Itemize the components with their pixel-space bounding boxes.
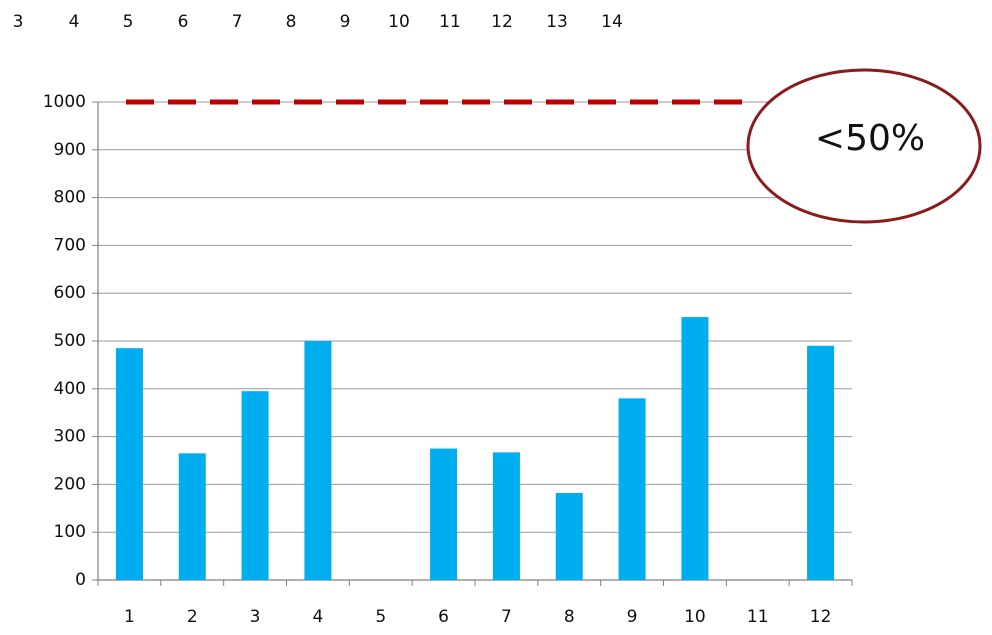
bar-2 — [178, 453, 206, 580]
bar-12 — [807, 345, 835, 580]
y-tick-label: 800 — [54, 188, 86, 208]
x-tick-label: 6 — [438, 607, 449, 627]
x-tick-label: 5 — [375, 607, 386, 627]
bar-9 — [618, 398, 646, 580]
x-tick-label: 1 — [124, 607, 135, 627]
x-tick-label: 12 — [810, 607, 832, 627]
x-tick-label: 9 — [627, 607, 638, 627]
top-strip-label: 7 — [232, 12, 243, 32]
bar-7 — [492, 452, 520, 580]
top-strip-label: 9 — [340, 12, 351, 32]
bar-6 — [430, 448, 458, 580]
x-tick-label: 2 — [187, 607, 198, 627]
bar-8 — [555, 493, 583, 580]
x-tick-label: 8 — [564, 607, 575, 627]
x-tick-label: 7 — [501, 607, 512, 627]
top-strip-label: 6 — [178, 12, 189, 32]
y-tick-label: 500 — [54, 331, 86, 351]
y-tick-label: 400 — [54, 379, 86, 399]
y-tick-label: 1000 — [43, 92, 86, 112]
top-strip-label: 11 — [439, 12, 461, 32]
callout-ellipse — [746, 68, 982, 224]
x-tick-label: 3 — [250, 607, 261, 627]
callout-text: <50% — [815, 118, 925, 159]
bar-3 — [241, 391, 269, 580]
y-tick-label: 100 — [54, 522, 86, 542]
bars — [115, 317, 835, 580]
bar-4 — [304, 341, 332, 580]
x-tick-label: 4 — [313, 607, 324, 627]
y-tick-label: 200 — [54, 474, 86, 494]
top-strip-labels: 3 4 5 6 7 8 9 10 11 12 13 14 — [13, 12, 623, 32]
gridlines — [98, 101, 852, 533]
x-tick-label: 11 — [747, 607, 769, 627]
y-tick-label: 600 — [54, 283, 86, 303]
top-strip-label: 3 — [13, 12, 24, 32]
top-strip-label: 14 — [601, 12, 623, 32]
bar-10 — [681, 317, 709, 580]
top-strip-label: 4 — [69, 12, 80, 32]
top-strip-label: 12 — [491, 12, 513, 32]
top-strip-label: 5 — [123, 12, 134, 32]
y-tick-label: 900 — [54, 140, 86, 160]
top-strip-label: 8 — [286, 12, 297, 32]
y-tick-label: 300 — [54, 427, 86, 447]
callout: <50% — [746, 68, 982, 224]
y-tick-label: 700 — [54, 235, 86, 255]
top-strip-label: 13 — [546, 12, 568, 32]
x-tick-label: 10 — [684, 607, 706, 627]
bar-1 — [115, 348, 143, 580]
y-tick-label: 0 — [75, 570, 86, 590]
top-strip-label: 10 — [388, 12, 410, 32]
